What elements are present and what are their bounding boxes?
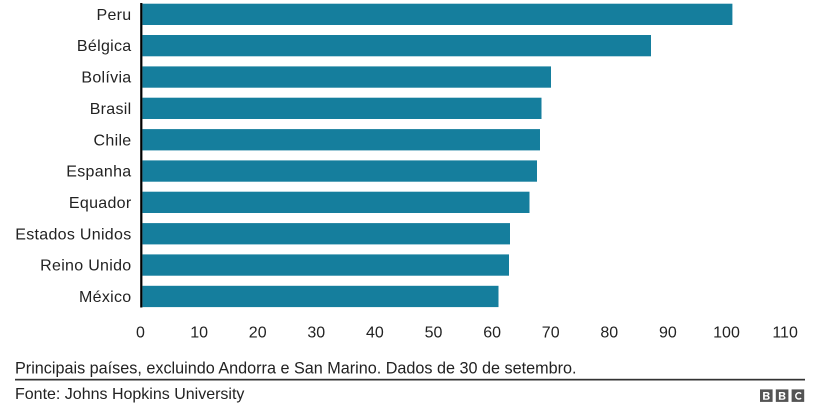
svg-text:50: 50	[425, 325, 443, 342]
svg-text:30: 30	[307, 325, 325, 342]
svg-text:40: 40	[366, 325, 384, 342]
svg-text:Principais países, excluindo A: Principais países, excluindo Andorra e S…	[15, 360, 577, 378]
svg-text:20: 20	[249, 325, 267, 342]
svg-text:Fonte: Johns Hopkins Universit: Fonte: Johns Hopkins University	[15, 386, 244, 403]
svg-text:90: 90	[659, 325, 677, 342]
svg-text:México: México	[79, 289, 131, 306]
svg-text:110: 110	[772, 325, 798, 342]
svg-text:Reino Unido: Reino Unido	[40, 258, 131, 275]
svg-text:Estados Unidos: Estados Unidos	[15, 226, 131, 243]
svg-text:80: 80	[600, 325, 618, 342]
svg-text:60: 60	[483, 325, 501, 342]
svg-text:Bolívia: Bolívia	[81, 70, 131, 87]
svg-text:Equador: Equador	[69, 195, 132, 212]
svg-text:100: 100	[713, 325, 740, 342]
svg-text:0: 0	[136, 325, 145, 342]
svg-text:Espanha: Espanha	[66, 164, 131, 181]
svg-text:Brasil: Brasil	[90, 101, 132, 118]
svg-text:10: 10	[190, 325, 208, 342]
svg-text:Chile: Chile	[94, 132, 132, 149]
svg-text:Peru: Peru	[97, 7, 132, 24]
svg-text:70: 70	[542, 325, 560, 342]
svg-text:Bélgica: Bélgica	[77, 38, 132, 55]
